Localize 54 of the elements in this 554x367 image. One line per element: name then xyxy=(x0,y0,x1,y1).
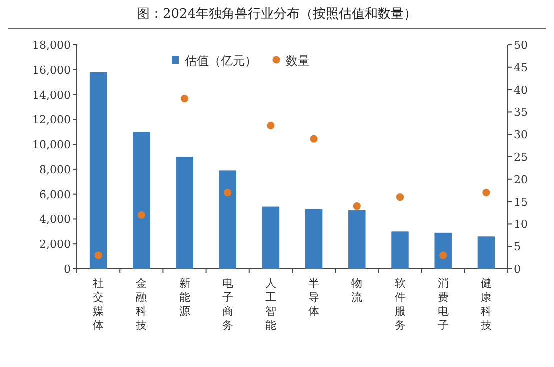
x-tick-label: 电子商务 xyxy=(222,277,234,332)
bar xyxy=(305,209,323,269)
point xyxy=(482,189,490,197)
point xyxy=(94,252,102,260)
point xyxy=(138,211,146,220)
y2-tick-label: 35 xyxy=(514,106,528,120)
y2-tick-label: 5 xyxy=(514,240,521,254)
point xyxy=(267,122,275,130)
bar xyxy=(219,170,236,269)
y2-tick-label: 40 xyxy=(514,84,528,97)
bar xyxy=(478,236,496,269)
y2-tick-label: 0 xyxy=(514,263,521,276)
bar xyxy=(262,206,280,269)
y2-tick-label: 15 xyxy=(514,196,528,209)
legend-label: 数量 xyxy=(286,54,310,68)
x-tick-label: 软件服务 xyxy=(394,277,406,332)
x-tick-label: 人工智能 xyxy=(265,277,276,332)
y-tick-label: 4,000 xyxy=(40,213,71,226)
y2-tick-label: 30 xyxy=(514,128,528,142)
point xyxy=(310,135,318,143)
bar xyxy=(176,157,194,269)
x-tick-label: 社交媒体 xyxy=(93,277,104,332)
point xyxy=(440,252,448,260)
y2-tick-label: 45 xyxy=(514,61,528,74)
y-tick-label: 12,000 xyxy=(32,114,71,127)
y-tick-label: 6,000 xyxy=(40,188,71,202)
y-tick-label: 2,000 xyxy=(40,238,71,252)
point xyxy=(353,202,361,210)
bar xyxy=(348,210,366,269)
y2-tick-label: 10 xyxy=(514,218,528,232)
x-tick-label: 金融科技 xyxy=(135,277,148,332)
bar xyxy=(434,232,452,269)
y-tick-label: 8,000 xyxy=(40,163,71,176)
chart-title: 图：2024年独角兽行业分布（按照估值和数量） xyxy=(136,7,418,22)
y2-tick-label: 20 xyxy=(514,173,528,186)
x-tick-label: 物流 xyxy=(352,277,363,304)
y2-tick-label: 50 xyxy=(514,39,528,52)
bar xyxy=(133,132,150,269)
y2-tick-label: 25 xyxy=(514,151,528,164)
y-tick-label: 14,000 xyxy=(32,88,71,102)
x-tick-label: 健康科技 xyxy=(480,277,492,332)
bar xyxy=(392,232,409,269)
x-tick-label: 消费电子 xyxy=(438,277,449,332)
x-tick-label: 新能源 xyxy=(179,277,190,318)
y-tick-label: 18,000 xyxy=(32,39,71,52)
point xyxy=(180,94,189,103)
y-tick-label: 16,000 xyxy=(32,64,71,77)
point xyxy=(224,189,232,197)
legend-label: 估值（亿元） xyxy=(184,54,257,68)
x-tick-label: 半导体 xyxy=(308,277,320,318)
y-tick-label: 0 xyxy=(64,263,71,276)
point xyxy=(396,194,404,202)
bar xyxy=(90,72,108,269)
y-tick-label: 10,000 xyxy=(32,138,71,152)
